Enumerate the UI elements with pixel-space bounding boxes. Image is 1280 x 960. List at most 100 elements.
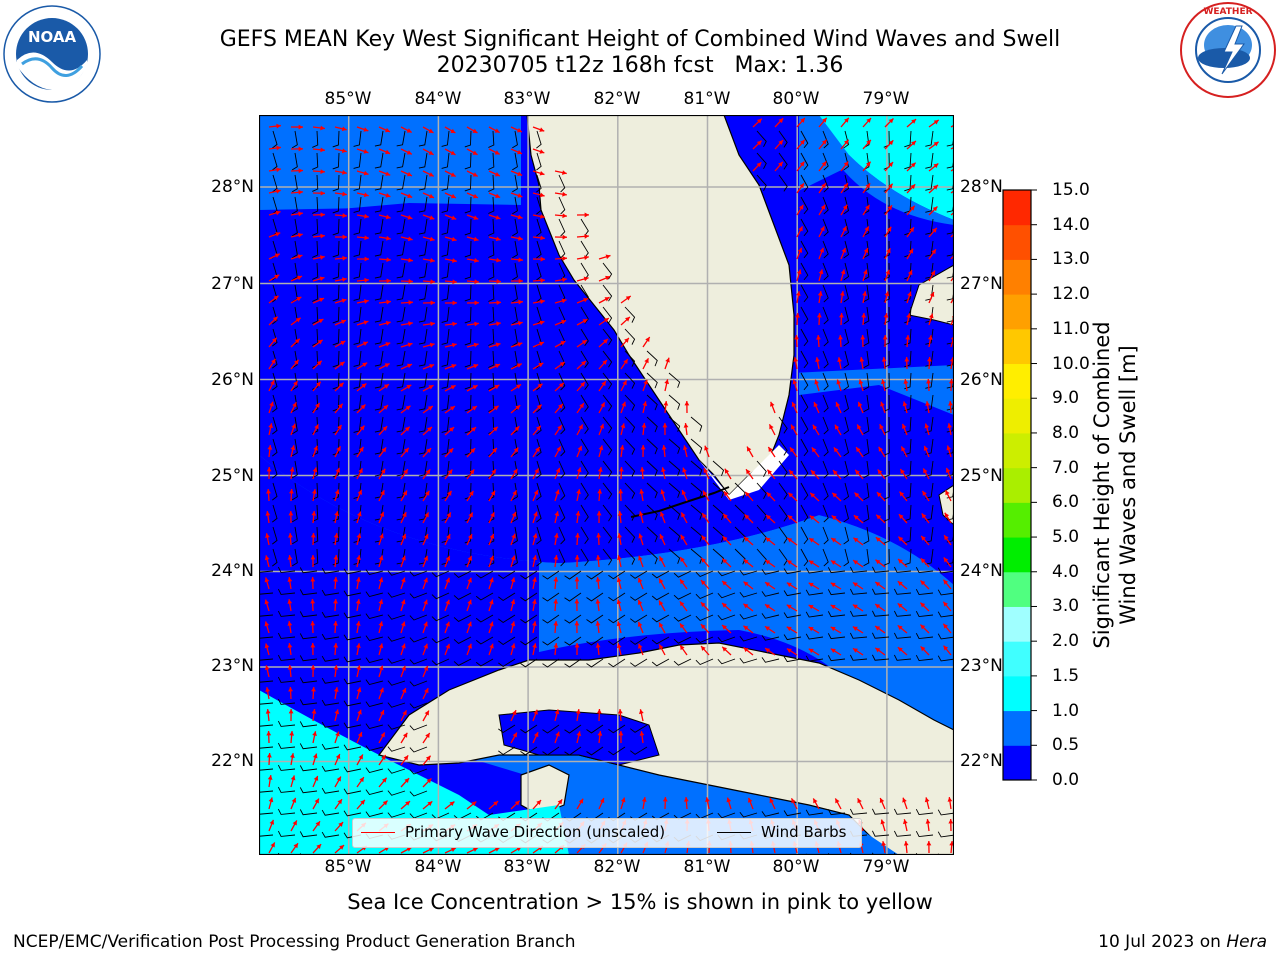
wind-barb <box>904 130 912 148</box>
wind-barb <box>778 460 788 478</box>
wind-barb <box>387 658 406 664</box>
wind-barb <box>321 677 340 684</box>
wind-barb <box>488 306 495 324</box>
wind-barb <box>783 810 802 817</box>
wind-barb <box>883 526 890 544</box>
wave-direction-arrowhead <box>920 580 926 586</box>
wind-barb <box>558 218 566 237</box>
wave-direction-arrowhead <box>637 621 643 627</box>
wind-barb <box>498 570 516 580</box>
wave-direction-arrowhead <box>791 798 796 804</box>
wind-barb <box>695 636 714 644</box>
wave-direction-arrowhead <box>406 128 412 133</box>
wind-barb <box>843 504 850 523</box>
wind-barb <box>843 218 850 237</box>
wind-barb <box>630 614 648 623</box>
lon-label-top-6: 80°W <box>772 89 820 109</box>
wind-barb <box>925 416 934 433</box>
wind-barb <box>343 766 362 773</box>
wind-barb <box>673 614 692 622</box>
colorbar-tick-label: 4.0 <box>1052 561 1080 582</box>
wave-direction-arrowhead <box>605 275 611 281</box>
wave-direction-arrowhead <box>875 581 881 587</box>
wind-barb <box>374 416 384 433</box>
footer-host: Hera <box>1226 932 1267 952</box>
wind-barb <box>778 130 788 148</box>
wave-direction-arrowhead <box>445 599 450 605</box>
wave-direction-arrowhead <box>334 489 340 495</box>
wind-barb <box>717 592 736 599</box>
wave-direction-arrowhead <box>943 557 949 563</box>
wind-barb <box>475 592 494 601</box>
wave-direction-arrowhead <box>382 426 388 432</box>
wind-barb <box>712 482 725 499</box>
wind-barb <box>418 460 428 477</box>
wind-barb <box>332 416 340 434</box>
wave-direction-arrowhead <box>899 491 905 497</box>
wind-barb <box>925 350 934 367</box>
wave-direction-arrowhead <box>857 424 862 430</box>
wave-direction-arrowhead <box>910 162 916 168</box>
wave-direction-arrowhead <box>268 797 274 803</box>
wind-barb <box>312 526 319 544</box>
wave-direction-arrowhead <box>333 643 339 648</box>
wind-barb <box>822 460 829 479</box>
wave-direction-arrowhead <box>808 560 814 565</box>
wave-direction-arrowhead <box>291 423 296 429</box>
wind-barb <box>299 611 318 618</box>
wind-barb <box>291 438 298 457</box>
wave-direction-arrowhead <box>638 555 643 561</box>
wave-direction-arrowhead <box>513 468 518 474</box>
wind-barb <box>365 811 384 818</box>
wind-barb <box>871 830 890 837</box>
wave-direction-arrowhead <box>642 401 648 407</box>
wind-barb <box>464 152 472 170</box>
wind-barb <box>418 262 428 279</box>
lon-label-top-7: 79°W <box>862 89 910 109</box>
wave-direction-arrowhead <box>292 402 297 408</box>
wind-barb <box>827 633 846 640</box>
wind-barb <box>822 328 829 347</box>
wave-direction-arrowhead <box>662 423 668 428</box>
wind-barb <box>365 591 384 598</box>
wave-direction-arrowhead <box>879 424 884 430</box>
wave-direction-arrowhead <box>450 150 456 155</box>
wind-barb <box>464 328 472 346</box>
wave-direction-arrowhead <box>722 603 727 608</box>
wave-direction-arrowhead <box>289 731 295 736</box>
wind-barb <box>915 567 934 574</box>
wind-barb <box>646 372 658 389</box>
wave-direction-arrowhead <box>489 577 494 583</box>
wave-direction-arrowhead <box>595 599 601 604</box>
wave-direction-arrowhead <box>625 295 631 301</box>
wind-barb <box>630 746 648 755</box>
wave-direction-arrow <box>950 190 954 194</box>
wind-barb <box>321 611 340 618</box>
wave-direction-legend-swatch <box>361 832 395 833</box>
wind-barb <box>946 354 954 367</box>
wind-barb <box>312 504 319 522</box>
wind-barb <box>558 416 566 435</box>
wind-barb <box>739 613 758 620</box>
wave-direction-arrow <box>950 124 954 128</box>
wind-barb <box>536 460 542 479</box>
wave-direction-arrowhead <box>467 643 472 649</box>
wave-direction-arrowhead <box>334 511 339 517</box>
wave-direction-arrowhead <box>333 577 338 582</box>
wind-barb <box>843 438 850 457</box>
wind-barb <box>512 196 518 215</box>
wave-direction-arrowhead <box>359 777 364 783</box>
wind-barb <box>299 589 318 596</box>
wind-barb <box>756 174 767 192</box>
wave-direction-arrowhead <box>841 247 847 253</box>
wind-barb <box>272 152 278 171</box>
lat-label-left-3: 26°N <box>211 370 254 390</box>
wind-barb <box>871 610 890 617</box>
wave-direction-arrowhead <box>539 341 544 347</box>
wind-barb <box>843 152 850 171</box>
wave-direction-arrowhead <box>406 171 412 177</box>
wind-barb <box>277 698 296 705</box>
wind-barb <box>558 548 566 567</box>
wind-barb <box>904 262 912 280</box>
wave-direction-arrowhead <box>932 206 938 212</box>
